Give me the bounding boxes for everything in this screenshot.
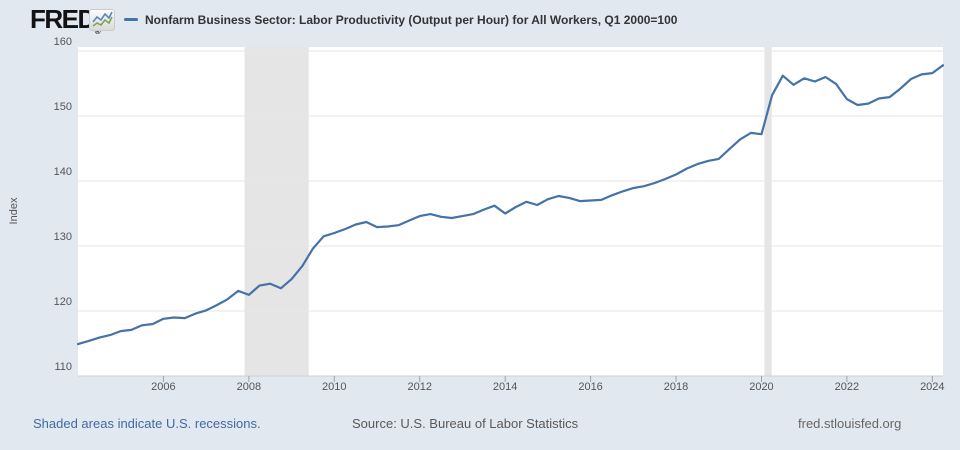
x-tick-label: 2006 <box>151 381 176 393</box>
x-tick-label: 2020 <box>749 381 774 393</box>
source-text: Source: U.S. Bureau of Labor Statistics <box>352 416 579 431</box>
y-tick-label: 160 <box>53 36 72 48</box>
recession-band <box>244 47 309 376</box>
y-axis-title: Index <box>8 197 20 225</box>
fred-logo[interactable]: FRED® <box>30 6 101 45</box>
y-tick-label: 130 <box>53 231 72 243</box>
x-tick-label: 2008 <box>236 381 262 393</box>
y-tick-label: 120 <box>53 296 72 308</box>
y-tick-label: 150 <box>53 101 72 113</box>
recession-band <box>764 47 772 376</box>
x-tick-label: 2018 <box>663 381 689 393</box>
x-tick-label: 2022 <box>834 381 860 393</box>
x-tick-label: 2010 <box>322 381 347 393</box>
fred-logo-text: FRED <box>30 4 96 34</box>
legend-line-marker <box>124 18 138 21</box>
x-tick-label: 2016 <box>578 381 603 393</box>
recession-note-link[interactable]: Shaded areas indicate U.S. recessions. <box>33 416 261 431</box>
x-tick-label: 2014 <box>492 381 518 393</box>
x-tick-label: 2024 <box>920 381 945 393</box>
plot-area[interactable] <box>76 47 945 382</box>
y-tick-label: 110 <box>54 361 72 373</box>
x-tick-label: 2012 <box>407 381 432 393</box>
fred-logo-chart-icon <box>89 9 115 31</box>
registered-mark: ® <box>94 27 101 36</box>
series-title[interactable]: Nonfarm Business Sector: Labor Productiv… <box>145 13 678 27</box>
data-line <box>76 64 945 346</box>
y-tick-label: 140 <box>53 166 72 178</box>
chart-canvas <box>76 47 945 382</box>
fred-site-link[interactable]: fred.stlouisfed.org <box>798 416 902 431</box>
